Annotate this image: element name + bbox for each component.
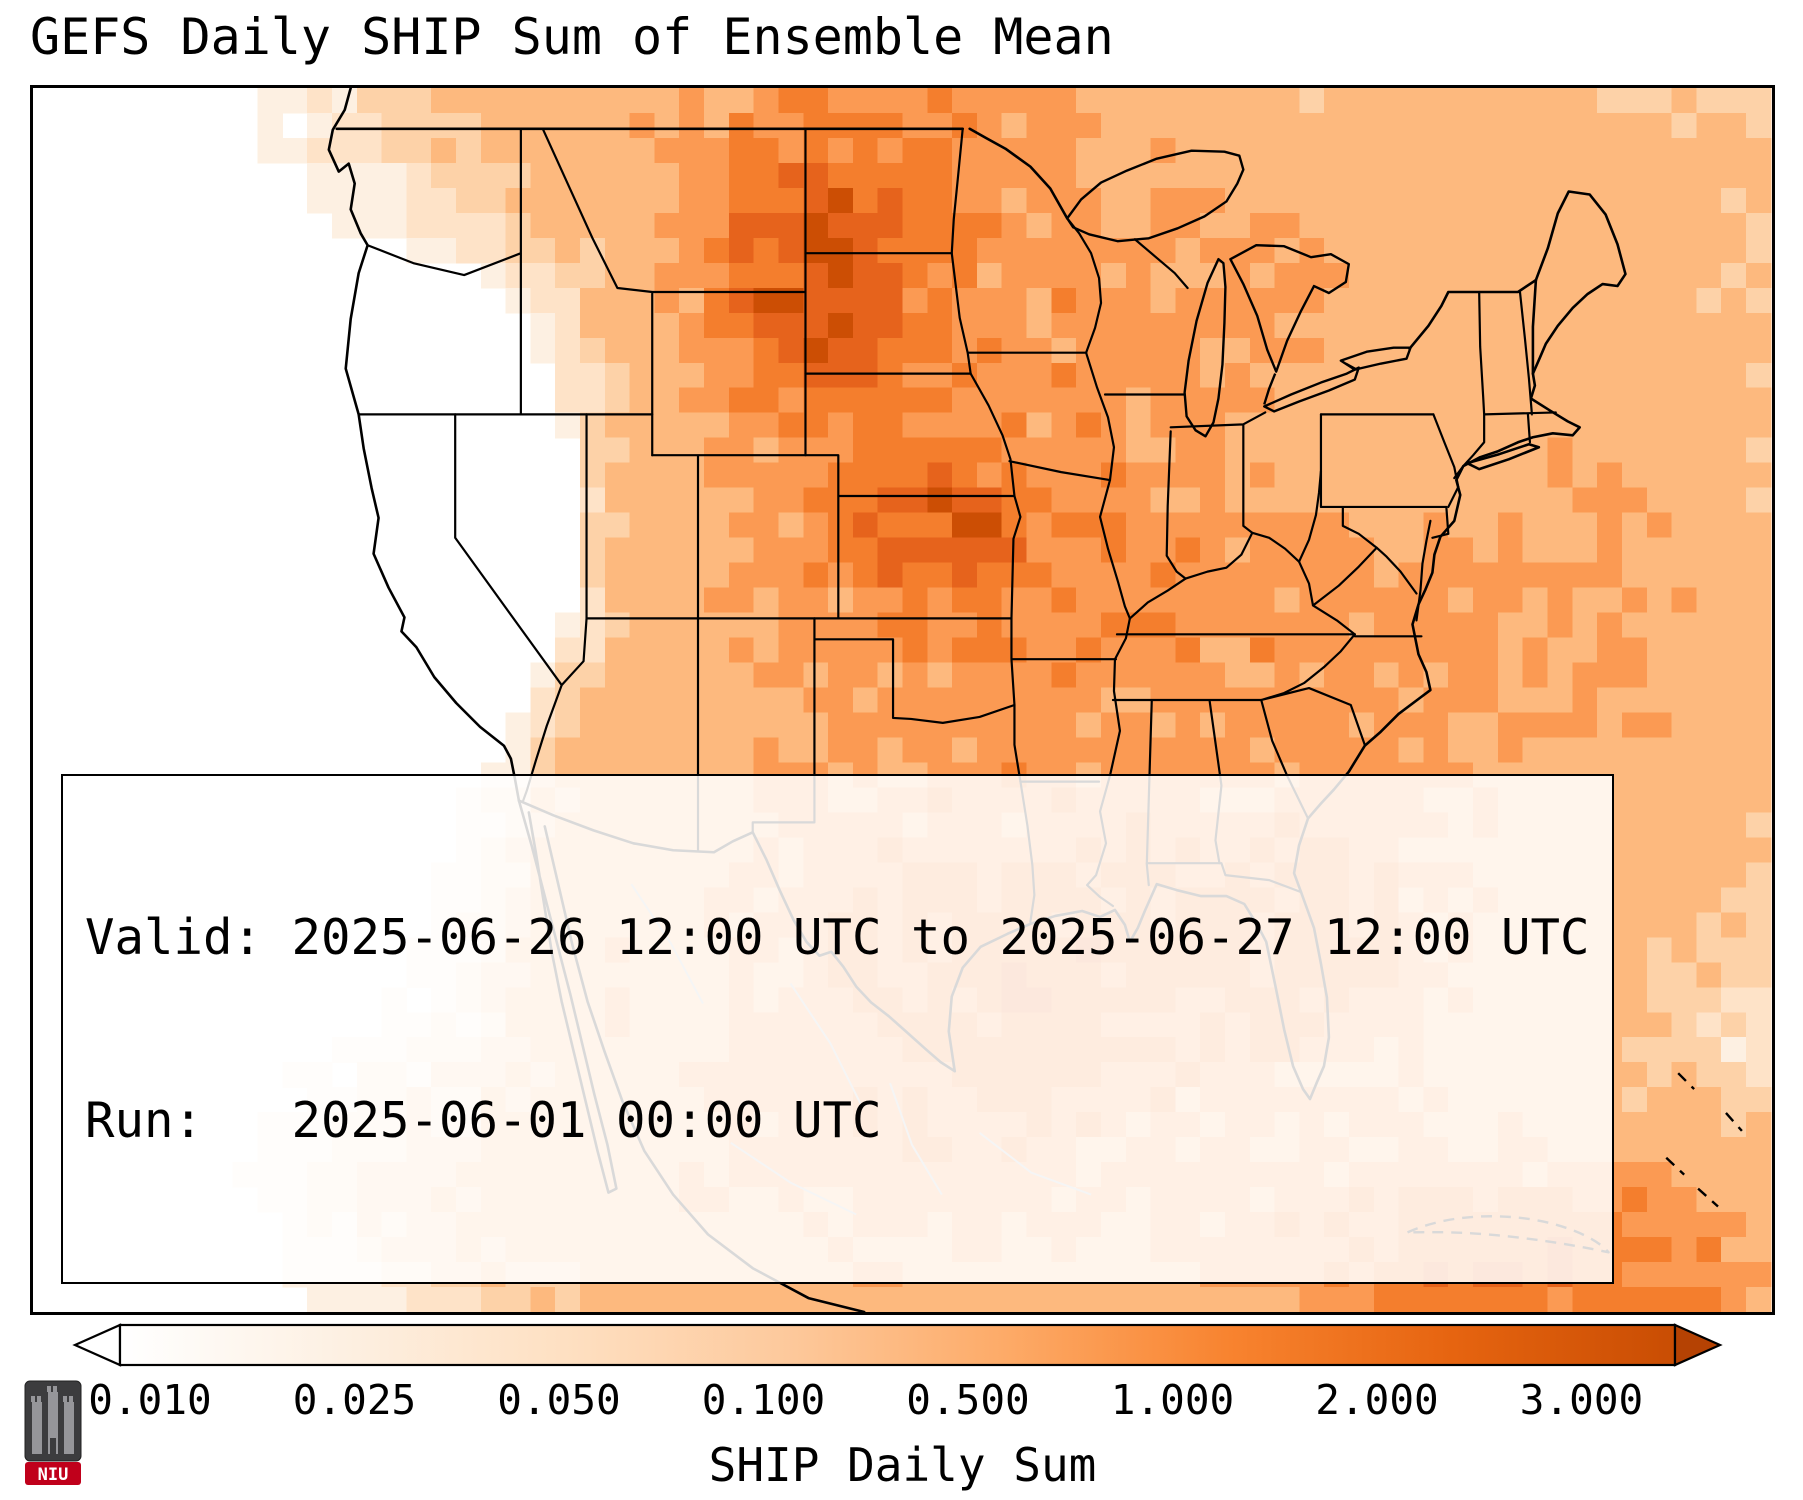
valid-line: Valid: 2025-06-26 12:00 UTC to 2025-06-2… (85, 908, 1590, 966)
colorbar-ticks: 0.010 0.025 0.050 0.100 0.500 1.000 2.00… (88, 1376, 1705, 1424)
niu-logo: NIU (24, 1380, 82, 1485)
colorbar-tick: 1.000 (1110, 1376, 1235, 1424)
colorbar (72, 1323, 1723, 1367)
map-panel: Valid: 2025-06-26 12:00 UTC to 2025-06-2… (30, 85, 1775, 1315)
lake-huron (1229, 244, 1351, 373)
great-lakes (1065, 149, 1412, 438)
castle-icon (24, 1380, 82, 1462)
maine-west-border (1531, 278, 1538, 375)
lake-erie (1263, 366, 1360, 413)
minnesota-north-border (968, 127, 1069, 220)
colorbar-tick: 0.500 (906, 1376, 1030, 1424)
colorbar-tick: 0.050 (497, 1376, 621, 1424)
niu-logo-text: NIU (38, 1465, 69, 1485)
long-island (1465, 442, 1541, 471)
info-box: Valid: 2025-06-26 12:00 UTC to 2025-06-2… (61, 774, 1614, 1284)
colorbar-right-arrow (1673, 1323, 1723, 1367)
colorbar-left-arrow (72, 1323, 122, 1367)
figure-title: GEFS Daily SHIP Sum of Ensemble Mean (30, 8, 1114, 66)
detroit-river (1263, 373, 1277, 405)
lake-michigan (1183, 257, 1227, 438)
canada-border-east (1408, 278, 1538, 351)
niagara-river (1345, 362, 1358, 371)
colorbar-tick: 3.000 (1519, 1376, 1644, 1424)
colorbar-bar (118, 1323, 1677, 1367)
colorbar-tick: 0.100 (701, 1376, 826, 1424)
colorbar-tick: 2.000 (1315, 1376, 1439, 1424)
colorbar-tick: 0.010 (88, 1376, 212, 1424)
run-line: Run: 2025-06-01 00:00 UTC (85, 1092, 882, 1150)
lake-ontario (1339, 346, 1412, 371)
colorbar-label: SHIP Daily Sum (708, 1438, 1097, 1492)
colorbar-tick: 0.025 (292, 1376, 417, 1424)
pacific-coast (327, 88, 521, 802)
lake-superior (1065, 149, 1245, 243)
